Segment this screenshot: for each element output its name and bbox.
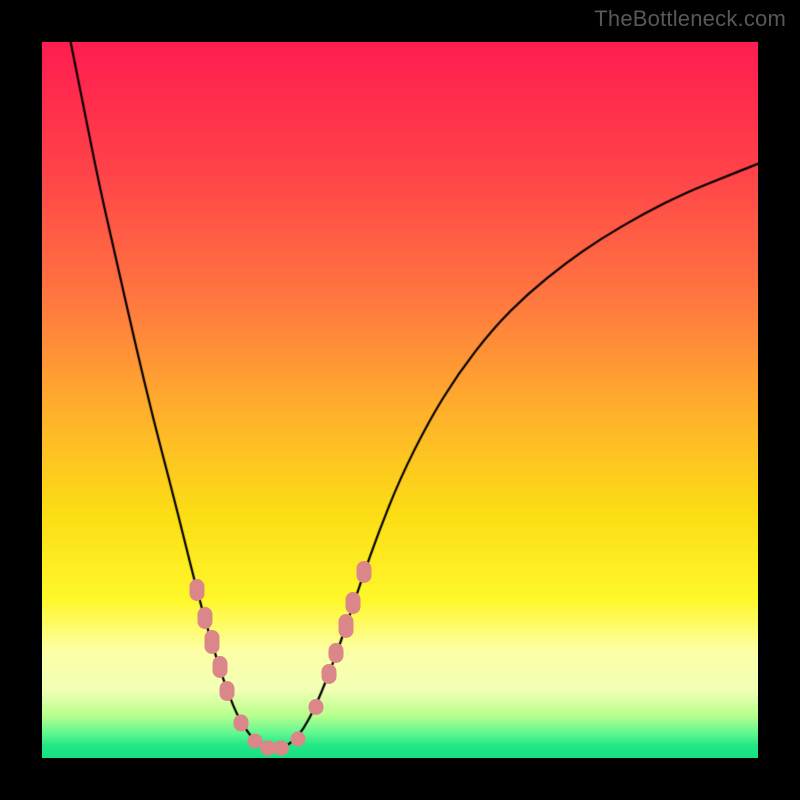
plot-area (42, 42, 758, 758)
bottleneck-curve (42, 42, 758, 758)
data-marker (357, 561, 372, 583)
data-marker (212, 656, 227, 678)
data-marker (273, 740, 289, 755)
data-marker (346, 592, 361, 614)
chart-frame: TheBottleneck.com (0, 0, 800, 800)
data-marker (329, 643, 344, 663)
data-marker (308, 699, 323, 715)
data-marker (234, 714, 249, 731)
data-marker (204, 630, 219, 654)
data-marker (220, 681, 235, 701)
data-marker (190, 579, 205, 601)
data-marker (290, 731, 305, 746)
data-marker (322, 664, 337, 684)
data-marker (198, 607, 213, 629)
data-marker (339, 614, 354, 638)
watermark-text: TheBottleneck.com (594, 6, 786, 32)
